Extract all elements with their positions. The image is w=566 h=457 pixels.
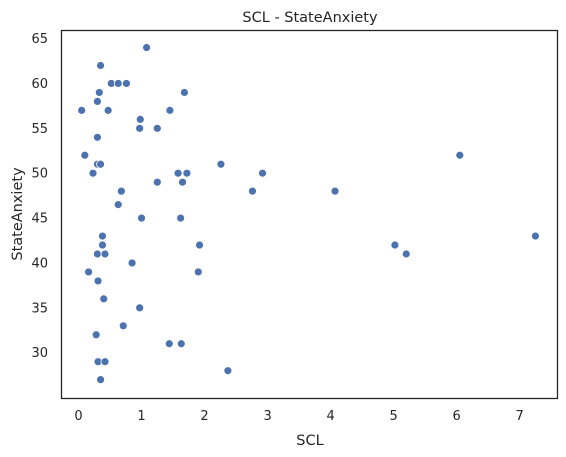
y-tick-label: 60	[31, 77, 48, 92]
data-point	[178, 177, 187, 187]
data-point	[195, 240, 204, 250]
data-point	[152, 123, 162, 133]
data-point	[248, 186, 257, 196]
data-point	[137, 213, 146, 223]
y-axis-ticks: 30 35 40 45 50 55 60 65	[31, 32, 48, 361]
data-point	[193, 267, 203, 277]
x-tick-label: 0	[74, 409, 82, 424]
data-point	[100, 357, 110, 367]
data-point	[99, 294, 109, 304]
x-tick-label: 6	[453, 409, 461, 424]
data-point	[164, 339, 174, 349]
data-point	[223, 366, 233, 376]
data-point	[135, 123, 145, 133]
data-point	[98, 231, 107, 241]
y-tick-label: 35	[31, 301, 48, 316]
data-point	[390, 240, 400, 250]
data-point	[96, 61, 105, 70]
y-tick-label: 30	[31, 346, 48, 361]
chart-title: SCL - StateAnxiety	[242, 10, 378, 26]
data-point	[455, 150, 465, 160]
data-point	[135, 303, 145, 313]
data-point	[93, 132, 102, 142]
data-point	[93, 249, 102, 259]
x-tick-label: 2	[200, 409, 208, 424]
data-point	[176, 339, 186, 349]
data-point	[80, 150, 90, 160]
data-point	[103, 105, 113, 115]
data-point	[96, 159, 105, 169]
x-tick-label: 1	[137, 409, 145, 424]
data-points	[77, 43, 540, 385]
data-point	[531, 231, 540, 241]
y-tick-label: 55	[31, 122, 48, 137]
data-point	[84, 267, 93, 277]
data-point	[93, 276, 103, 286]
data-point	[176, 213, 186, 223]
data-point	[98, 240, 107, 250]
y-tick-label: 45	[31, 212, 48, 227]
data-point	[216, 159, 226, 169]
data-point	[135, 114, 145, 124]
x-tick-label: 3	[263, 409, 271, 424]
data-point	[118, 321, 128, 331]
data-point	[113, 200, 123, 210]
data-point	[93, 97, 102, 106]
data-point	[182, 168, 192, 178]
data-point	[179, 88, 189, 97]
plot-frame	[60, 29, 559, 400]
data-point	[122, 79, 131, 88]
data-point	[258, 168, 267, 178]
data-point	[330, 186, 340, 196]
data-point	[91, 330, 101, 340]
y-axis-label: StateAnxiety	[10, 167, 26, 261]
x-tick-label: 7	[516, 409, 524, 424]
data-point	[116, 186, 126, 196]
x-axis-label: SCL	[296, 433, 323, 449]
data-point	[94, 88, 104, 97]
data-point	[88, 168, 98, 178]
data-point	[152, 177, 162, 187]
data-point	[401, 249, 411, 259]
data-point	[77, 105, 87, 115]
data-point	[165, 105, 175, 115]
x-tick-label: 5	[389, 409, 397, 424]
data-point	[173, 168, 183, 178]
y-tick-label: 50	[31, 167, 48, 182]
x-axis-ticks: 0 1 2 3 4 5 6 7	[74, 409, 523, 424]
data-point	[142, 43, 151, 52]
data-point	[96, 375, 105, 385]
data-point	[100, 249, 110, 259]
data-point	[127, 258, 137, 268]
x-tick-label: 4	[326, 409, 334, 424]
y-tick-label: 65	[31, 32, 48, 47]
y-tick-label: 40	[31, 256, 48, 271]
data-point	[113, 79, 123, 88]
